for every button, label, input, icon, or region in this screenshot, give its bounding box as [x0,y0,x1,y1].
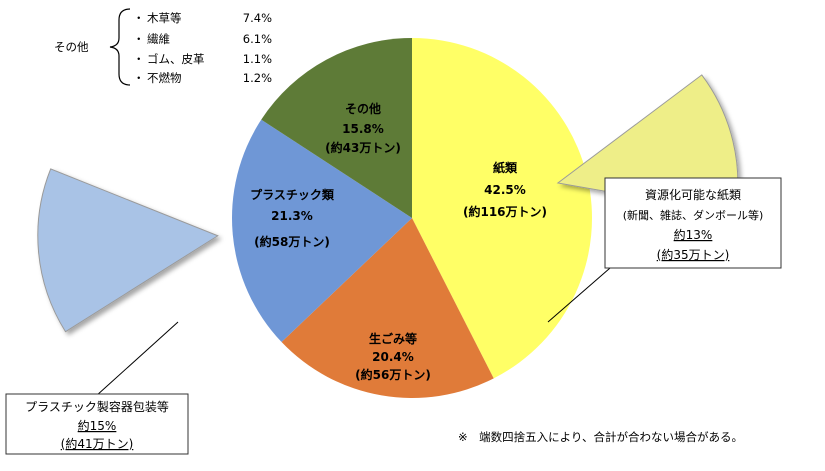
main-slices [231,38,592,399]
svg-text:木草等: 木草等 [147,11,182,25]
other-breakdown-item-1: ・ 繊維 6.1% [133,32,272,46]
slice-label-paper: 紙類 42.5% (約116万トン) [463,160,547,219]
svg-text:ゴム、皮革: ゴム、皮革 [147,52,205,66]
callout-percent: 約13% [674,227,713,242]
svg-text:1.2%: 1.2% [243,71,272,85]
other-percent: 15.8% [342,122,384,136]
svg-text:繊維: 繊維 [147,32,170,46]
plastic-label: プラスチック類 [250,187,335,202]
brace-icon [109,8,131,86]
svg-text:7.4%: 7.4% [243,11,272,25]
svg-text:1.1%: 1.1% [243,52,272,66]
paper-label: 紙類 [493,160,518,175]
plastic-tonnage: (約58万トン) [254,234,330,249]
svg-text:6.1%: 6.1% [243,32,272,46]
slice-label-plastic: プラスチック類 21.3% (約58万トン) [250,187,335,249]
other-label: その他 [345,101,381,116]
slice-label-other: その他 15.8% (約43万トン) [325,101,401,155]
paper-tonnage: (約116万トン) [463,204,547,219]
callout-percent: 約15% [78,418,117,433]
pie-slice-paper [412,38,592,379]
slice-label-food: 生ごみ等 20.4% (約56万トン) [355,331,431,382]
svg-text:・: ・ [133,71,145,85]
food-label: 生ごみ等 [369,331,417,346]
pie-slice-plastic [231,119,412,343]
callout-title: プラスチック製容器包装等 [25,399,169,414]
food-tonnage: (約56万トン) [355,367,431,382]
plastic-percent: 21.3% [271,209,313,223]
other-breakdown-item-0: ・ 木草等 7.4% [133,11,272,25]
other-breakdown-item-3: ・ 不燃物 1.2% [133,71,272,85]
svg-text:不燃物: 不燃物 [147,71,182,85]
callout-box [604,177,782,269]
food-percent: 20.4% [372,350,414,364]
other-breakdown: その他 ・ 木草等 7.4% ・ 繊維 6.1% ・ ゴム、皮革 1.1% ・ … [54,8,272,86]
pie-slice-food [281,218,494,399]
exploded-slice-plastic-packaging [37,168,219,333]
footnote: ※ 端数四捨五入により、合計が合わない場合がある。 [458,430,743,444]
svg-text:・: ・ [133,11,145,25]
callout-title: 資源化可能な紙類 [645,187,741,202]
pie-slice-other [261,38,412,218]
svg-text:・: ・ [133,52,145,66]
svg-text:・: ・ [133,32,145,46]
callout-leader-plastic [95,321,179,397]
callout-tonnage: (約35万トン) [657,247,730,262]
callout-subtitle: (新聞、雑誌、ダンボール等) [623,208,764,222]
other-breakdown-label: その他 [54,40,89,54]
other-breakdown-item-2: ・ ゴム、皮革 1.1% [133,52,272,66]
other-tonnage: (約43万トン) [325,140,401,155]
callout-paper-recyclable: 資源化可能な紙類 (新聞、雑誌、ダンボール等) 約13% (約35万トン) [604,177,782,269]
callout-box [5,393,189,455]
callout-plastic-packaging: プラスチック製容器包装等 約15% (約41万トン) [5,393,189,455]
callout-tonnage: (約41万トン) [61,436,134,451]
paper-percent: 42.5% [484,183,526,197]
